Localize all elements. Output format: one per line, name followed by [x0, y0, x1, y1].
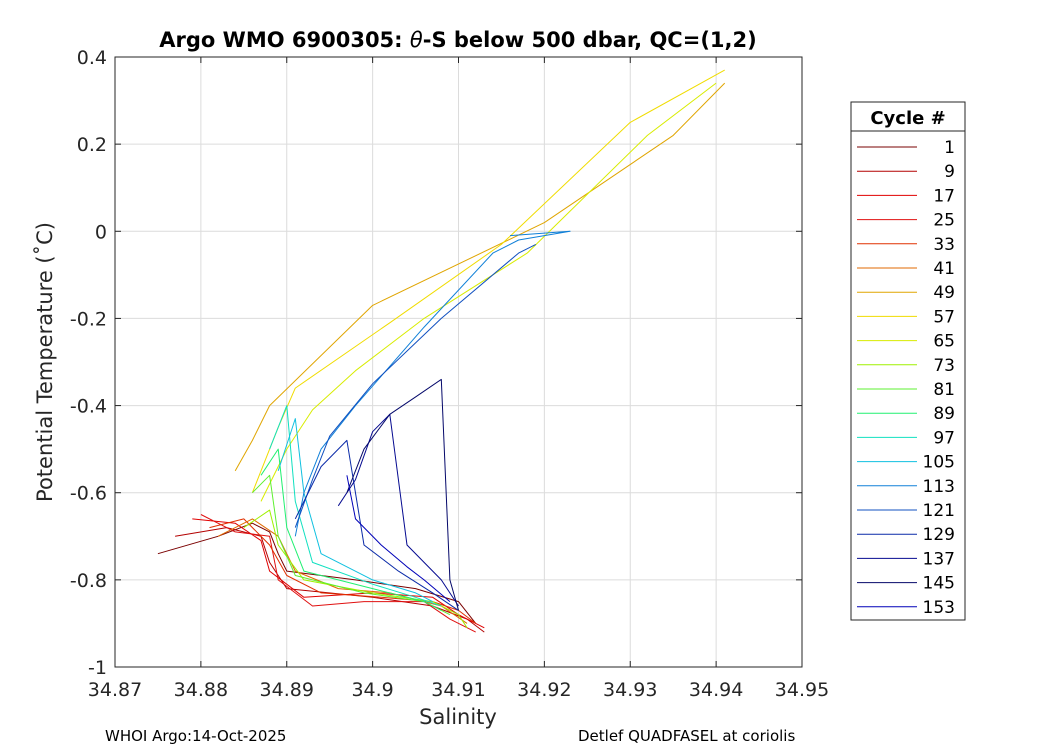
- series-group: [157, 69, 726, 633]
- chart-title-suffix: -S below 500 dbar, QC=(1,2): [423, 28, 757, 52]
- series-line-cycle-121: [294, 243, 537, 528]
- legend-label: 1: [944, 138, 955, 158]
- legend-label: 113: [923, 477, 955, 497]
- legend-label: 81: [933, 380, 955, 400]
- y-tick-label: -0.4: [70, 396, 107, 418]
- legend-label: 89: [933, 404, 955, 424]
- y-ticks: 0.4 0.2 0 -0.2 -0.4 -0.6 -0.8 -1: [70, 47, 802, 679]
- series-line-cycle-105: [277, 418, 433, 603]
- series-line-cycle-65: [260, 82, 717, 502]
- x-tick-label: 34.89: [260, 679, 314, 701]
- chart-title-prefix: Argo WMO 6900305:: [159, 28, 410, 52]
- x-axis-label: Salinity: [419, 705, 497, 729]
- series-line-cycle-33: [209, 518, 477, 624]
- series-line-cycle-89: [260, 448, 442, 611]
- y-tick-label: 0.2: [77, 134, 107, 156]
- legend-label: 57: [933, 307, 955, 327]
- grid: [115, 57, 802, 667]
- y-axis-label: Potential Temperature (˚C): [33, 222, 57, 502]
- legend-label: 105: [923, 453, 955, 473]
- x-ticks: 34.87 34.88 34.89 34.9 34.91 34.92 34.93 34.94 3…: [88, 57, 829, 701]
- legend-label: 65: [933, 332, 955, 352]
- series-line-cycle-153: [346, 475, 451, 602]
- chart-title: Argo WMO 6900305: θ-S below 500 dbar, QC…: [159, 28, 756, 52]
- legend-title: Cycle #: [870, 108, 945, 129]
- legend: Cycle # 1 9 17 25 33 41 49 57 65 73 81 89 97 105 113 12…: [850, 101, 966, 621]
- series-line-cycle-9: [175, 527, 485, 633]
- series-line-cycle-17: [192, 518, 485, 629]
- legend-label: 145: [923, 574, 955, 594]
- legend-label: 33: [933, 235, 955, 255]
- legend-box: [850, 101, 966, 621]
- legend-entries: 1 9 17 25 33 41 49 57 65 73 81 89 97 105 113 121 129 137 1…: [857, 138, 955, 618]
- y-tick-label: -0.8: [70, 570, 107, 592]
- legend-label: 9: [944, 162, 955, 182]
- legend-label: 41: [933, 259, 955, 279]
- chart-title-theta: θ: [410, 28, 423, 52]
- series-line-cycle-97: [269, 405, 442, 607]
- y-tick-label: -1: [88, 657, 107, 679]
- legend-label: 137: [923, 549, 955, 569]
- legend-label: 97: [933, 428, 955, 448]
- legend-label: 121: [923, 501, 955, 521]
- y-tick-label: -0.2: [70, 308, 107, 330]
- series-line-cycle-145: [346, 378, 459, 611]
- series-line-cycle-129: [294, 439, 459, 611]
- x-tick-label: 34.9: [351, 679, 393, 701]
- legend-label: 129: [923, 525, 955, 545]
- x-tick-label: 34.88: [174, 679, 228, 701]
- x-tick-label: 34.93: [603, 679, 657, 701]
- legend-label: 73: [933, 356, 955, 376]
- series-line-cycle-49: [234, 82, 726, 472]
- legend-label: 17: [933, 186, 955, 206]
- x-tick-label: 34.92: [517, 679, 571, 701]
- footer-left: WHOI Argo:14-Oct-2025: [105, 727, 286, 745]
- series-line-cycle-113: [294, 230, 571, 537]
- y-tick-label: 0.4: [77, 47, 107, 69]
- x-tick-label: 34.87: [88, 679, 142, 701]
- x-tick-label: 34.94: [689, 679, 743, 701]
- series-line-cycle-41: [217, 518, 468, 624]
- x-tick-label: 34.91: [431, 679, 485, 701]
- x-tick-label: 34.95: [775, 679, 829, 701]
- footer-right: Detlef QUADFASEL at coriolis: [578, 727, 795, 745]
- y-tick-label: 0: [95, 221, 107, 243]
- series-line-cycle-25: [200, 514, 476, 633]
- y-tick-label: -0.6: [70, 483, 107, 505]
- legend-label: 25: [933, 211, 955, 231]
- legend-label: 49: [933, 283, 955, 303]
- legend-label: 153: [923, 598, 955, 618]
